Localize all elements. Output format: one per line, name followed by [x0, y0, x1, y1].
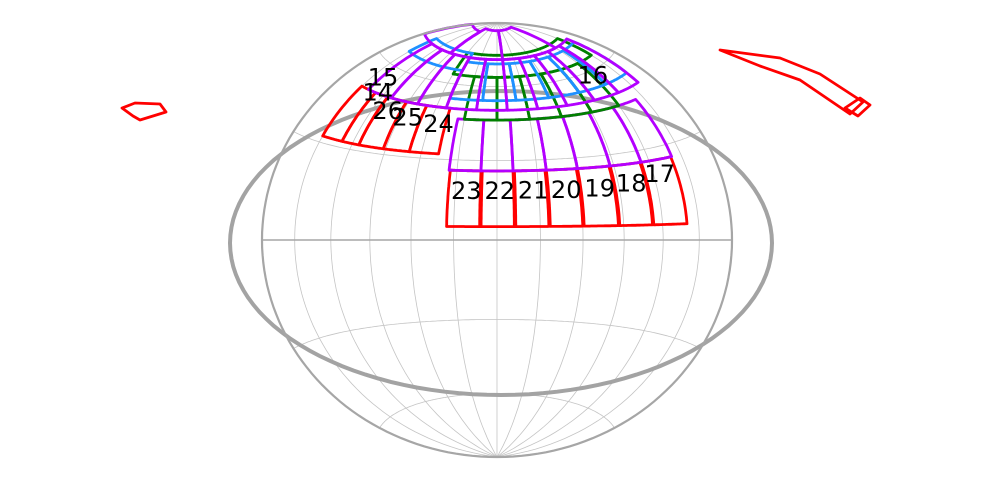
sector-label: 20: [551, 176, 582, 204]
sector-label: 19: [584, 174, 615, 202]
sector-footprint: [451, 37, 593, 79]
galactic-plane: [227, 88, 775, 398]
sector-footprint: [611, 98, 673, 164]
sector-label: 14: [363, 79, 394, 107]
sector-footprints: [120, 22, 872, 228]
sector-footprint: [447, 117, 486, 173]
sector-footprint: [718, 48, 865, 116]
sector-label: 16: [578, 61, 609, 89]
sector-footprint: [508, 117, 548, 173]
sector-footprint: [120, 101, 168, 122]
galactic-plane-curve: [227, 88, 775, 398]
sector-label: 26: [372, 97, 403, 125]
sector-label: 18: [616, 169, 647, 197]
sector-footprint: [587, 105, 643, 168]
map-outline: [260, 21, 734, 459]
graticule-parallel: [293, 319, 701, 349]
sector-label: 25: [392, 104, 423, 132]
projection-boundary: [260, 21, 734, 459]
sector-label: 21: [518, 177, 549, 205]
sector-footprint: [843, 96, 872, 118]
sector-footprint: [497, 25, 557, 61]
sector-footprint: [557, 37, 640, 94]
sector-label: 17: [644, 160, 675, 188]
sector-label: 22: [485, 177, 516, 205]
sector-label: 15: [368, 63, 399, 91]
sector-label: 23: [451, 177, 482, 205]
sector-label: 24: [423, 110, 454, 138]
graticule-parallel: [293, 131, 701, 161]
